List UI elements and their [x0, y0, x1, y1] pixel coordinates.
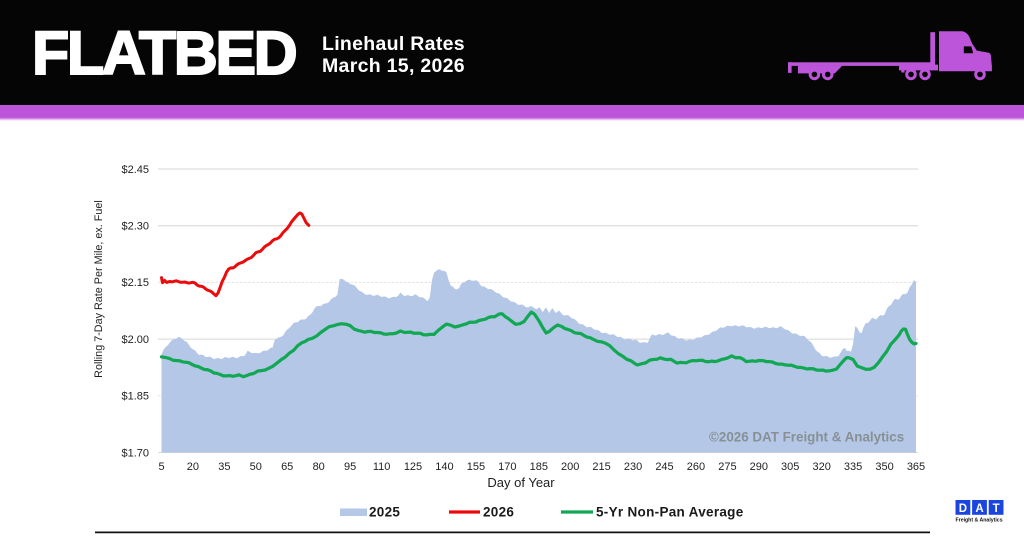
svg-text:230: 230 — [624, 461, 642, 473]
svg-text:335: 335 — [844, 461, 862, 473]
svg-text:275: 275 — [718, 461, 736, 473]
svg-text:140: 140 — [435, 461, 453, 473]
svg-text:320: 320 — [813, 461, 831, 473]
svg-text:260: 260 — [687, 461, 705, 473]
svg-text:Day of Year: Day of Year — [487, 475, 555, 490]
svg-text:200: 200 — [561, 461, 579, 473]
svg-text:185: 185 — [530, 461, 548, 473]
svg-text:$2.45: $2.45 — [121, 164, 149, 176]
svg-text:80: 80 — [313, 461, 325, 473]
svg-text:350: 350 — [875, 461, 893, 473]
svg-text:365: 365 — [907, 461, 925, 473]
svg-text:Freight & Analytics: Freight & Analytics — [956, 518, 1003, 524]
svg-text:2026: 2026 — [483, 505, 514, 520]
svg-text:$2.30: $2.30 — [121, 221, 149, 233]
svg-text:110: 110 — [373, 461, 391, 473]
svg-text:35: 35 — [218, 461, 230, 473]
svg-text:50: 50 — [250, 461, 262, 473]
svg-text:155: 155 — [467, 461, 485, 473]
svg-text:©2026 DAT Freight & Analytics: ©2026 DAT Freight & Analytics — [709, 430, 904, 445]
svg-text:A: A — [975, 503, 983, 515]
svg-text:$2.15: $2.15 — [121, 277, 149, 289]
svg-text:D: D — [959, 503, 967, 515]
svg-text:305: 305 — [781, 461, 799, 473]
svg-text:290: 290 — [750, 461, 768, 473]
svg-text:125: 125 — [404, 461, 422, 473]
svg-text:5-Yr Non-Pan Average: 5-Yr Non-Pan Average — [596, 505, 744, 520]
svg-text:245: 245 — [655, 461, 673, 473]
svg-text:5: 5 — [158, 461, 164, 473]
svg-text:2025: 2025 — [369, 505, 400, 520]
svg-text:$1.70: $1.70 — [121, 447, 149, 459]
svg-text:Rolling 7-Day Rate Per Mile, e: Rolling 7-Day Rate Per Mile, ex. Fuel — [93, 200, 105, 378]
svg-text:95: 95 — [344, 461, 356, 473]
svg-text:T: T — [993, 503, 1000, 515]
svg-text:170: 170 — [498, 461, 516, 473]
svg-text:65: 65 — [281, 461, 293, 473]
svg-text:$2.00: $2.00 — [121, 334, 149, 346]
svg-text:20: 20 — [187, 461, 199, 473]
svg-text:215: 215 — [592, 461, 610, 473]
svg-text:$1.85: $1.85 — [121, 391, 149, 403]
